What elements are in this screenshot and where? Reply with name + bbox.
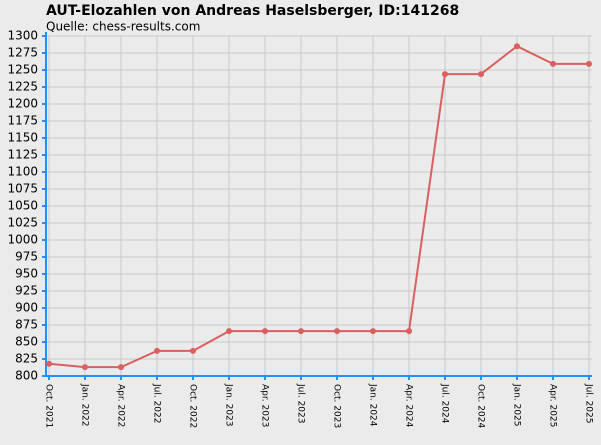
point — [82, 364, 88, 371]
x-tick-label: Apr. 2025 — [548, 384, 558, 427]
point — [226, 328, 232, 335]
chart-subtitle: Quelle: chess-results.com — [46, 20, 200, 34]
point — [586, 60, 592, 67]
x-tick-label: Oct. 2023 — [332, 384, 342, 428]
point — [334, 328, 340, 335]
point — [442, 71, 448, 78]
x-tick-label: Oct. 2021 — [44, 384, 54, 428]
x-tick-label: Jan. 2025 — [512, 383, 522, 427]
y-tick-label: 1175 — [7, 114, 38, 128]
chart-title: AUT-Elozahlen von Andreas Haselsberger, … — [46, 3, 459, 19]
point — [298, 328, 304, 335]
x-tick-label: Jul. 2023 — [296, 383, 306, 424]
x-tick-label: Jul. 2022 — [152, 383, 162, 424]
x-tick-label: Jan. 2024 — [368, 383, 378, 427]
y-tick-label: 1075 — [7, 182, 38, 196]
x-tick-label: Oct. 2022 — [188, 384, 198, 428]
point — [154, 347, 160, 354]
x-tick-label: Jan. 2022 — [80, 383, 90, 427]
y-tick-label: 1100 — [7, 165, 38, 179]
y-tick-label: 850 — [15, 335, 38, 349]
x-tick-label: Jul. 2025 — [584, 383, 594, 424]
y-tick-label: 1050 — [7, 199, 38, 213]
point — [262, 328, 268, 335]
y-tick-label: 800 — [15, 369, 38, 383]
y-tick-label: 1300 — [7, 29, 38, 43]
x-tick-label: Oct. 2024 — [476, 384, 486, 428]
point — [370, 328, 376, 335]
y-tick-label: 900 — [15, 301, 38, 315]
x-tick-label: Jan. 2023 — [224, 383, 234, 427]
y-tick-label: 1150 — [7, 131, 38, 145]
y-tick-label: 975 — [15, 250, 38, 264]
y-tick-label: 1275 — [7, 46, 38, 60]
point — [550, 60, 556, 67]
x-tick-label: Apr. 2023 — [260, 384, 270, 427]
x-tick-label: Apr. 2022 — [116, 384, 126, 427]
line — [48, 45, 589, 369]
y-tick-label: 925 — [15, 284, 38, 298]
y-tick-label: 1200 — [7, 97, 38, 111]
point — [190, 347, 196, 354]
y-tick-label: 950 — [15, 267, 38, 281]
x-tick-label: Jul. 2024 — [440, 383, 450, 424]
y-tick-label: 1250 — [7, 63, 38, 77]
point — [118, 364, 124, 371]
y-tick-label: 1225 — [7, 80, 38, 94]
y-tick-label: 1000 — [7, 233, 38, 247]
point — [406, 328, 412, 335]
y-tick-label: 1025 — [7, 216, 38, 230]
point — [514, 43, 520, 50]
point — [46, 360, 52, 367]
y-tick-label: 825 — [15, 352, 38, 366]
y-tick-label: 1125 — [7, 148, 38, 162]
x-tick-label: Apr. 2024 — [404, 384, 414, 428]
y-tick-label: 875 — [15, 318, 38, 332]
point — [478, 71, 484, 78]
